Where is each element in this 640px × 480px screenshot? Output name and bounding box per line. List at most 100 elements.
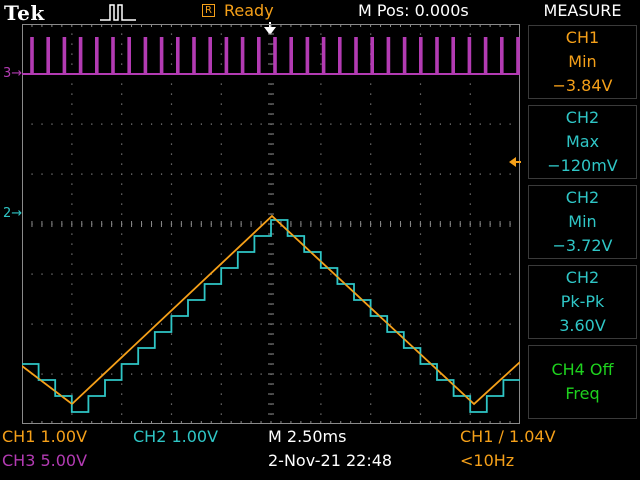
grid-dot	[469, 363, 471, 365]
grid-dot	[190, 323, 193, 325]
grid-dot	[469, 163, 471, 165]
grid-dot	[370, 93, 372, 95]
waveform-display[interactable]	[22, 24, 520, 424]
grid-dot	[370, 173, 372, 175]
grid-dot	[429, 123, 432, 125]
ch3-scale[interactable]: CH3 5.00V	[2, 451, 88, 470]
grid-dot	[91, 173, 93, 175]
ch2-scale[interactable]: CH2 1.00V	[133, 427, 219, 446]
grid-dot	[429, 323, 432, 325]
grid-dot	[210, 173, 212, 175]
grid-dot	[170, 43, 173, 45]
grid-dot	[170, 373, 173, 375]
grid-dot	[141, 123, 143, 125]
grid-dot	[370, 253, 372, 255]
grid-dot	[141, 373, 143, 375]
grid-dot	[131, 173, 133, 175]
grid-dot	[31, 323, 33, 325]
grid-dot	[290, 323, 292, 325]
grid-dot	[71, 33, 73, 35]
grid-dot	[141, 273, 143, 275]
trigger-level-marker-icon[interactable]	[509, 156, 521, 168]
grid-dot	[180, 123, 183, 125]
grid-dot	[409, 373, 412, 375]
grid-dot	[449, 323, 451, 325]
grid-dot	[250, 373, 252, 375]
grid-dot	[71, 123, 73, 125]
grid-dot	[170, 393, 173, 395]
grid-dot	[101, 273, 103, 275]
grid-dot	[469, 83, 471, 85]
grid-dot	[121, 83, 123, 85]
grid-dot	[121, 113, 123, 115]
grid-dot	[170, 183, 173, 185]
measure-slot-2[interactable]: CH2 Max −120mV	[528, 105, 637, 179]
grid-dot	[479, 273, 481, 275]
grid-dot	[469, 393, 471, 395]
grid-dot	[121, 143, 123, 145]
grid-dot	[419, 383, 422, 385]
grid-dot	[220, 143, 222, 145]
grid-dot	[459, 273, 461, 275]
timebase[interactable]: M 2.50ms	[268, 427, 347, 446]
grid-dot	[459, 123, 461, 125]
grid-dot	[350, 273, 352, 275]
grid-dot	[340, 273, 342, 275]
grid-dot	[170, 173, 173, 175]
trigger-readout[interactable]: CH1 ∕ 1.04V	[460, 427, 556, 446]
grid-dot	[419, 213, 422, 215]
grid-dot	[320, 83, 322, 85]
grid-dot	[469, 113, 471, 115]
grid-dot	[320, 283, 322, 285]
grid-dot	[141, 173, 143, 175]
grid-dot	[350, 323, 352, 325]
grid-dot	[170, 403, 173, 405]
grid-dot	[370, 363, 372, 365]
grid-dot	[170, 293, 173, 295]
grid-dot	[160, 323, 163, 325]
grid-dot	[71, 133, 73, 135]
grid-dot	[469, 253, 471, 255]
grid-dot	[220, 113, 222, 115]
grid-dot	[71, 233, 73, 235]
grid-dot	[71, 243, 73, 245]
grid-dot	[419, 233, 422, 235]
ch1-scale[interactable]: CH1 1.00V	[2, 427, 88, 446]
grid-dot	[121, 123, 123, 125]
grid-dot	[320, 33, 322, 35]
grid-dot	[41, 173, 43, 175]
grid-dot	[320, 193, 322, 195]
ch2-ground-marker[interactable]: 2→	[3, 206, 22, 221]
grid-dot	[230, 123, 232, 125]
grid-dot	[469, 183, 471, 185]
grid-dot	[81, 273, 83, 275]
grid-dot	[91, 273, 93, 275]
grid-dot	[230, 373, 232, 375]
grid-dot	[111, 173, 113, 175]
grid-dot	[71, 323, 73, 325]
ch3-ground-marker[interactable]: 3→	[3, 66, 22, 81]
grid-dot	[230, 173, 232, 175]
grid-dot	[121, 153, 123, 155]
grid-dot	[121, 213, 123, 215]
ch1-waveform-overlay	[22, 215, 520, 405]
grid-dot	[71, 143, 73, 145]
grid-dot	[170, 63, 173, 65]
measure-type: Min	[568, 212, 597, 231]
grid-dot	[131, 373, 133, 375]
measure-slot-4[interactable]: CH2 Pk-Pk 3.60V	[528, 265, 637, 339]
grid-dot	[509, 373, 511, 375]
grid-dot	[419, 113, 422, 115]
grid-dot	[429, 373, 432, 375]
grid-dot	[71, 163, 73, 165]
measure-slot-1[interactable]: CH1 Min −3.84V	[528, 25, 637, 99]
measure-slot-3[interactable]: CH2 Min −3.72V	[528, 185, 637, 259]
grid-dot	[170, 363, 173, 365]
grid-dot	[370, 233, 372, 235]
grid-dot	[310, 323, 312, 325]
grid-dot	[370, 33, 372, 35]
measure-value: −3.84V	[552, 76, 613, 95]
grid-dot	[121, 283, 123, 285]
measure-slot-5[interactable]: CH4 Off Freq	[528, 345, 637, 419]
grid-dot	[439, 123, 442, 125]
